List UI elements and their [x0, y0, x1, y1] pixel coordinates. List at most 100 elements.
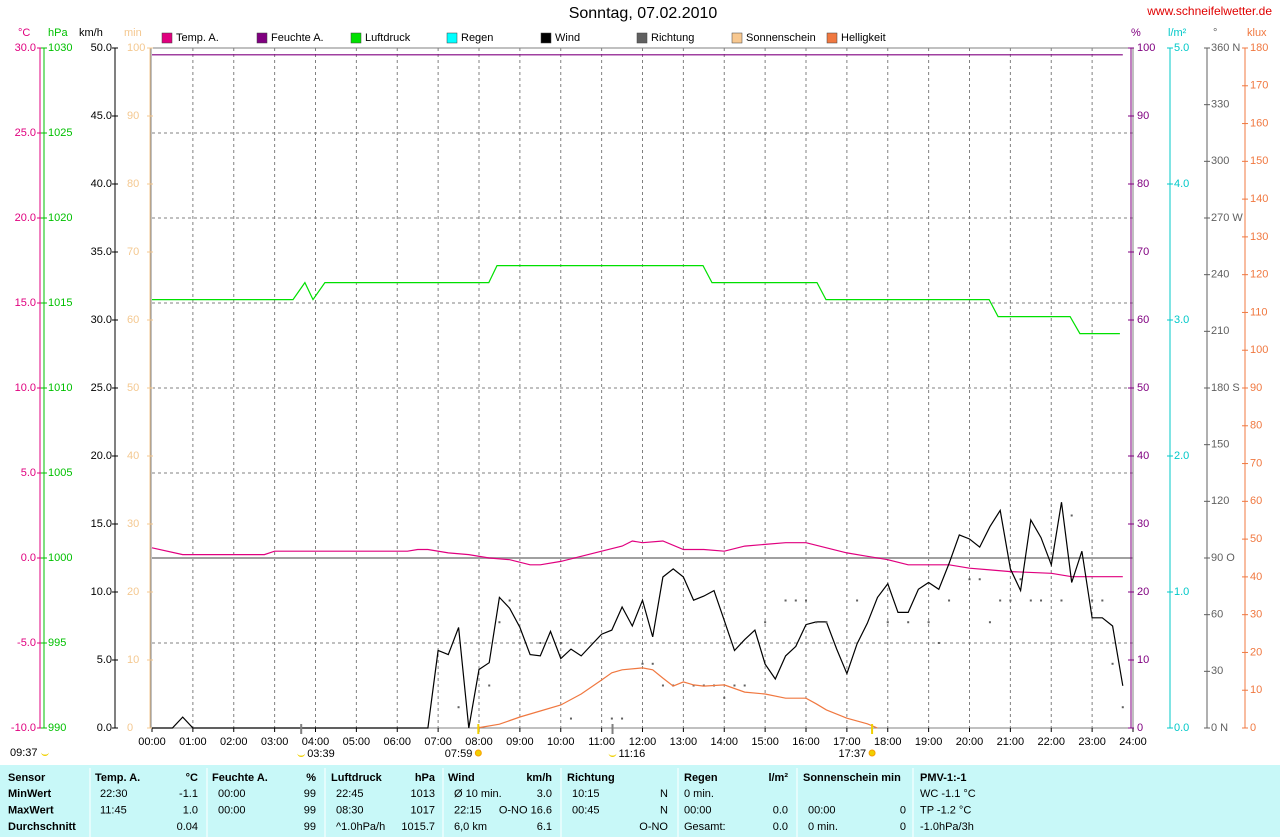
direction-dot	[999, 599, 1002, 602]
y-tick-label: 0.0	[1174, 722, 1189, 734]
direction-dot	[1070, 514, 1073, 517]
table-cell: 0	[900, 804, 906, 816]
x-tick-label: 24:00	[1119, 736, 1147, 748]
table-cell: 1.0	[183, 804, 198, 816]
direction-dot	[508, 599, 511, 602]
direction-dot	[1019, 578, 1022, 581]
y-tick-label: -10.0	[11, 722, 36, 734]
legend-label: Temp. A.	[176, 32, 219, 44]
direction-dot	[651, 662, 654, 665]
legend-label: Richtung	[651, 32, 694, 44]
table-header: km/h	[526, 772, 552, 784]
table-cell: N	[660, 804, 668, 816]
y-tick-label: 995	[48, 637, 66, 649]
y-tick-label: 140	[1250, 193, 1268, 205]
moon-time: 09:37	[10, 747, 38, 759]
row-label: Durchschnitt	[8, 821, 76, 833]
y-tick-label: 100	[127, 42, 145, 54]
x-tick-label: 13:00	[670, 736, 698, 748]
y-tick-label: 3.0	[1174, 314, 1189, 326]
direction-dot	[815, 621, 818, 624]
y-tick-label: 45.0	[91, 110, 112, 122]
axis-unit: %	[1131, 27, 1141, 39]
y-tick-label: 60	[1250, 495, 1262, 507]
y-tick-label: 90	[127, 110, 139, 122]
y-tick-label: 0.0	[21, 552, 36, 564]
direction-dot	[723, 696, 726, 699]
direction-dot	[559, 642, 562, 644]
y-tick-label: 20	[1250, 646, 1262, 658]
table-header: Feuchte A.	[212, 772, 268, 784]
moon-time: 03:39	[307, 748, 335, 760]
legend-swatch	[636, 32, 648, 44]
x-tick-label: 16:00	[792, 736, 820, 748]
y-tick-label: 15.0	[91, 518, 112, 530]
table-cell: 0.0	[773, 821, 788, 833]
table-cell: 0	[900, 821, 906, 833]
direction-dot	[641, 662, 644, 665]
legend-label: Sonnenschein	[746, 32, 816, 44]
x-tick-label: 12:00	[629, 736, 657, 748]
legend-label: Helligkeit	[841, 32, 886, 44]
axis-unit: km/h	[79, 27, 103, 39]
y-tick-label: 990	[48, 722, 66, 734]
y-tick-label: 50	[1250, 533, 1262, 545]
y-tick-label: 90	[1137, 110, 1149, 122]
direction-dot	[1040, 599, 1043, 602]
y-tick-label: 5.0	[97, 654, 112, 666]
table-header: Temp. A.	[95, 772, 140, 784]
direction-dot	[948, 599, 951, 602]
y-tick-label: 110	[1250, 306, 1268, 318]
direction-dot	[968, 578, 971, 581]
direction-dot	[1060, 599, 1063, 602]
y-tick-label: 50.0	[91, 42, 112, 54]
y-tick-label: 0	[127, 722, 133, 734]
source: www.schneifelwetter.de	[1146, 4, 1272, 18]
y-tick-label: 10	[1137, 654, 1149, 666]
axis-unit: l/m²	[1168, 27, 1187, 39]
y-tick-label: 5.0	[1174, 42, 1189, 54]
y-tick-label: 1.0	[1174, 586, 1189, 598]
legend-label: Regen	[461, 32, 493, 44]
table-cell: 11:45	[100, 804, 127, 816]
y-tick-label: 90	[1250, 382, 1262, 394]
y-tick-label: 40	[1137, 450, 1149, 462]
y-tick-label: 40	[1250, 571, 1262, 583]
y-tick-label: 300	[1211, 155, 1229, 167]
y-tick-label: 100	[1137, 42, 1155, 54]
table-cell: 99	[304, 821, 316, 833]
y-tick-label: 150	[1250, 155, 1268, 167]
y-tick-label: 10.0	[91, 586, 112, 598]
x-tick-label: 23:00	[1078, 736, 1106, 748]
y-tick-label: 360 N	[1211, 42, 1240, 54]
y-tick-label: 30	[1137, 518, 1149, 530]
table-cell: 0 min.	[808, 821, 838, 833]
legend-swatch	[540, 32, 552, 44]
y-tick-label: 10	[1250, 684, 1262, 696]
y-tick-label: 30.0	[91, 314, 112, 326]
sun-time: 17:37	[839, 748, 867, 760]
y-tick-label: 160	[1250, 117, 1268, 129]
direction-dot	[764, 621, 767, 624]
y-tick-label: 10.0	[15, 382, 36, 394]
row-label: MaxWert	[8, 804, 54, 816]
y-tick-label: 50	[1137, 382, 1149, 394]
y-tick-label: 1030	[48, 42, 72, 54]
legend-swatch	[446, 32, 458, 44]
y-tick-label: 40.0	[91, 178, 112, 190]
legend-label: Luftdruck	[365, 32, 411, 44]
direction-dot	[856, 599, 859, 602]
legend-swatch	[161, 32, 173, 44]
table-cell: ^1.0hPa/h	[336, 821, 385, 833]
y-tick-label: 1005	[48, 467, 72, 479]
direction-dot	[1009, 599, 1012, 602]
y-tick-label: 5.0	[21, 467, 36, 479]
y-tick-label: 40	[127, 450, 139, 462]
table-cell: 6.1	[537, 821, 552, 833]
table-cell: Ø 10 min.	[454, 788, 502, 800]
direction-dot	[457, 706, 460, 709]
direction-dot	[978, 578, 981, 581]
x-tick-label: 08:00	[465, 736, 493, 748]
